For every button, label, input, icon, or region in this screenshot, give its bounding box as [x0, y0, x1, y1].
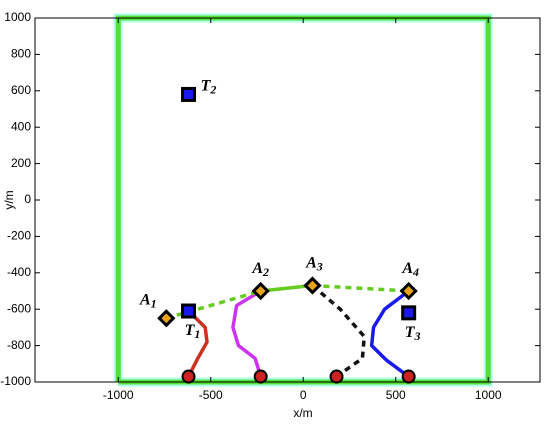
x-axis-label: x/m: [293, 406, 312, 420]
agent: [157, 309, 176, 328]
target-label-sub: 3: [414, 329, 421, 343]
trajectory: [369, 289, 410, 378]
trajectory: [260, 283, 313, 293]
agent: [251, 281, 270, 301]
agent-label-letter: A: [251, 260, 263, 277]
target: [181, 303, 197, 319]
trajectory: [231, 289, 263, 378]
x-tick-label: -500: [199, 388, 223, 402]
agent-label-letter: A: [305, 254, 317, 271]
x-tick-label: 0: [300, 388, 307, 402]
x-tick-label: 1000: [475, 388, 502, 402]
agent-label: A4: [401, 260, 419, 279]
target-label-letter: T: [405, 324, 416, 341]
start-point: [401, 369, 416, 384]
y-tick-label: 1000: [4, 10, 31, 24]
y-tick-label: 800: [11, 47, 31, 61]
axes-frame: [34, 17, 541, 383]
boundary: [115, 15, 491, 385]
y-tick-label: -800: [7, 338, 31, 352]
trajectory: [311, 284, 367, 378]
agent-label-sub: 4: [412, 265, 419, 279]
agent-label: A3: [305, 254, 323, 273]
start-point: [181, 369, 196, 384]
agent-label-letter: A: [139, 291, 151, 308]
agent: [399, 281, 418, 301]
agent-label: A2: [251, 260, 269, 279]
agent-label-sub: 2: [262, 265, 269, 279]
target-label: T2: [201, 77, 217, 96]
trajectory: [312, 283, 409, 293]
target-label: T1: [185, 322, 201, 341]
y-tick-label: -400: [7, 265, 31, 279]
y-tick-label: -200: [7, 229, 31, 243]
agent-label: A1: [139, 291, 157, 310]
y-tick-label: 200: [11, 156, 31, 170]
agent: [303, 276, 322, 295]
trajectory: [186, 309, 209, 378]
agent-label-letter: A: [401, 260, 413, 277]
target-label-letter: T: [201, 77, 212, 94]
y-tick-label: 600: [11, 83, 31, 97]
y-tick-label: 0: [24, 192, 31, 206]
x-tick-label: -1000: [103, 388, 134, 402]
agent-label-sub: 3: [316, 259, 323, 273]
x-tick-label: 500: [386, 388, 406, 402]
target: [181, 86, 197, 102]
y-tick-label: -600: [7, 301, 31, 315]
target-label-sub: 2: [209, 82, 216, 96]
agent-label-sub: 1: [151, 296, 157, 310]
boundary-halo: [113, 13, 493, 387]
y-axis-label: y/m: [2, 190, 16, 209]
start-point: [329, 369, 344, 384]
target-label-letter: T: [185, 322, 196, 339]
trajectory: [165, 289, 262, 320]
start-point: [253, 369, 268, 384]
target-label-sub: 1: [194, 327, 200, 341]
target: [401, 305, 417, 321]
target-label: T3: [405, 324, 421, 343]
y-tick-label: -1000: [0, 374, 31, 388]
y-tick-label: 400: [11, 119, 31, 133]
